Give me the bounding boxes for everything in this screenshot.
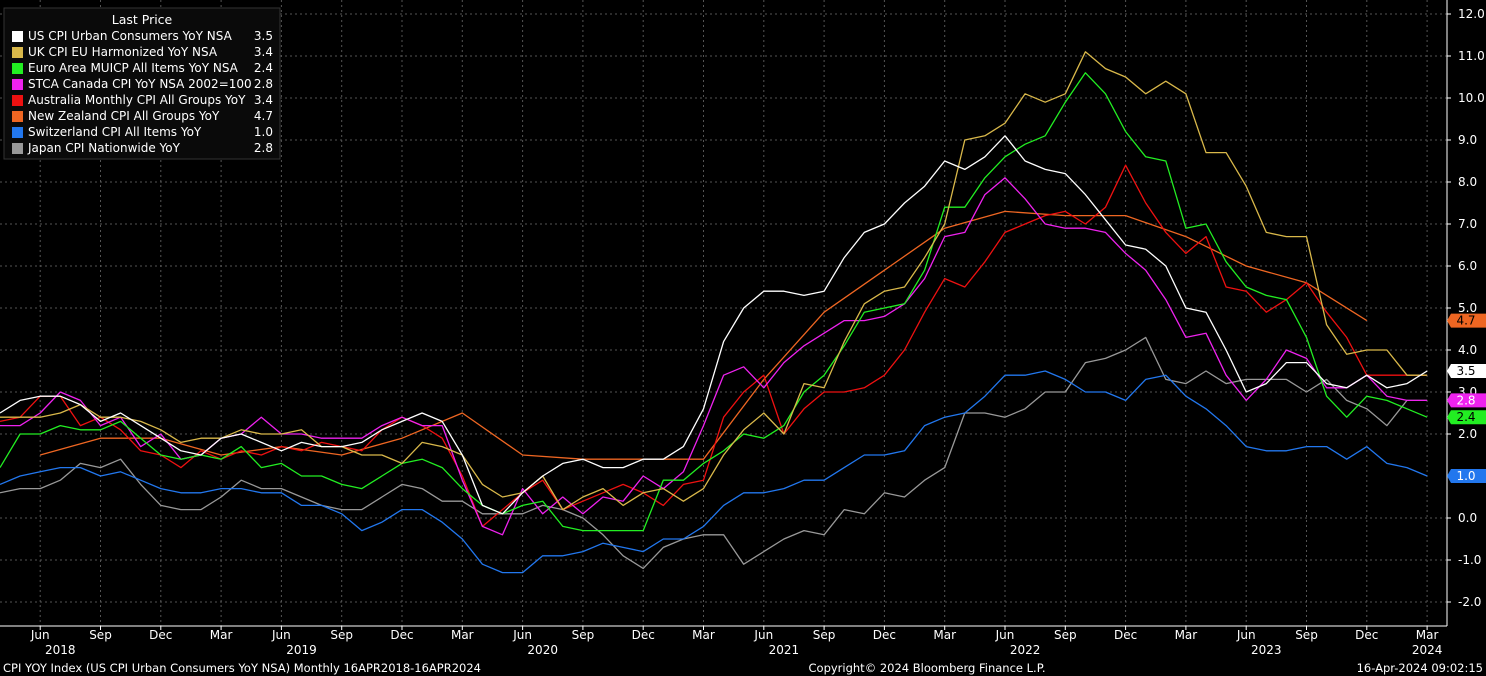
y-tick-label: 11.0 — [1458, 49, 1485, 63]
footer-index-info: CPI YOY Index (US CPI Urban Consumers Yo… — [3, 661, 481, 675]
legend-value: 2.4 — [254, 61, 273, 75]
value-badge — [1447, 393, 1486, 408]
y-tick-label: 0.0 — [1458, 511, 1477, 525]
x-tick-label: Dec — [632, 628, 655, 642]
x-tick-label: Jun — [995, 628, 1015, 642]
legend-label: Australia Monthly CPI All Groups YoY — [28, 93, 246, 107]
y-tick-label: 12.0 — [1458, 7, 1485, 21]
series-line-euro-area-muicp-all-items-yoy-nsa — [0, 72, 1428, 532]
y-tick-label: 4.0 — [1458, 343, 1477, 357]
value-badge — [1447, 469, 1486, 483]
x-tick-label: Jun — [512, 628, 532, 642]
y-tick-label: 9.0 — [1458, 133, 1477, 147]
value-badge-label: 1.0 — [1456, 469, 1475, 483]
x-axis-ticks: Jun Sep Dec Mar Jun Sep Dec Mar Jun Sep Dec Mar Jun S… — [30, 626, 1443, 657]
series-line-switzerland-cpi-all-items-yoy — [0, 370, 1428, 574]
legend-value: 3.4 — [254, 45, 273, 59]
x-tick-label: Dec — [873, 628, 896, 642]
series-layer — [0, 51, 1428, 574]
x-tick-label: Mar — [210, 628, 233, 642]
legend-label: STCA Canada CPI YoY NSA 2002=100 — [28, 77, 252, 91]
y-tick-label: 6.0 — [1458, 259, 1477, 273]
legend-swatch — [12, 111, 23, 122]
series-line-us-cpi-urban-consumers-yoy-nsa — [0, 135, 1428, 515]
series-line-new-zealand-cpi-all-groups-yoy — [40, 210, 1368, 460]
legend-value: 3.4 — [254, 93, 273, 107]
legend-swatch — [12, 31, 23, 42]
legend-header: Last Price — [112, 12, 173, 27]
value-badge — [1447, 364, 1486, 378]
x-year-label: 2018 — [45, 643, 76, 657]
x-year-label: 2022 — [1010, 643, 1041, 657]
x-tick-label: Sep — [1295, 628, 1318, 642]
value-badge-label: 2.4 — [1456, 410, 1475, 424]
y-tick-label: 5.0 — [1458, 301, 1477, 315]
x-tick-label: Dec — [149, 628, 172, 642]
x-tick-label: Jun — [1236, 628, 1256, 642]
x-tick-label: Jun — [271, 628, 291, 642]
x-year-label: 2020 — [527, 643, 558, 657]
x-tick-label: Sep — [330, 628, 353, 642]
x-tick-label: Mar — [451, 628, 474, 642]
x-tick-label: Mar — [1175, 628, 1198, 642]
legend-label: Switzerland CPI All Items YoY — [28, 125, 202, 139]
legend-label: Euro Area MUICP All Items YoY NSA — [28, 61, 239, 75]
series-line-australia-monthly-cpi-all-groups-yoy — [0, 164, 1428, 528]
legend-swatch — [12, 127, 23, 138]
x-tick-label: Dec — [1355, 628, 1378, 642]
footer-copyright: Copyright© 2024 Bloomberg Finance L.P. — [809, 661, 1046, 675]
legend-swatch — [12, 143, 23, 154]
x-tick-label: Dec — [1114, 628, 1137, 642]
y-tick-label: -1.0 — [1458, 553, 1481, 567]
value-badge-label: 4.7 — [1456, 314, 1475, 328]
legend-label: UK CPI EU Harmonized YoY NSA — [28, 45, 218, 59]
right-value-badges: 4.7 3.5 2.8 2.4 1.0 — [1447, 313, 1486, 483]
x-tick-label: Dec — [390, 628, 413, 642]
value-badge-label: 2.8 — [1456, 393, 1475, 407]
series-line-japan-cpi-nationwide-yoy — [0, 336, 1428, 570]
x-tick-label: Mar — [1416, 628, 1439, 642]
legend-swatch — [12, 47, 23, 58]
series-line-uk-cpi-eu-harmonized-yoy-nsa — [0, 51, 1428, 511]
x-year-label: 2021 — [769, 643, 800, 657]
legend-value: 4.7 — [254, 109, 273, 123]
x-tick-label: Sep — [89, 628, 112, 642]
legend-label: New Zealand CPI All Groups YoY — [28, 109, 220, 123]
x-year-label: 2023 — [1251, 643, 1282, 657]
y-tick-label: -2.0 — [1458, 595, 1481, 609]
y-axis-ticks: 12.011.010.09.08.07.06.05.04.03.02.00.0-… — [1447, 7, 1485, 609]
legend-swatch — [12, 95, 23, 106]
legend: Last Price US CPI Urban Consumers YoY NS… — [3, 7, 281, 160]
x-tick-label: Sep — [813, 628, 836, 642]
legend-box — [3, 7, 281, 160]
footer-timestamp: 16-Apr-2024 09:02:15 — [1357, 661, 1483, 675]
x-tick-label: Jun — [30, 628, 50, 642]
legend-label: US CPI Urban Consumers YoY NSA — [28, 29, 233, 43]
x-tick-label: Sep — [1054, 628, 1077, 642]
legend-value: 2.8 — [254, 141, 273, 155]
y-tick-label: 2.0 — [1458, 427, 1477, 441]
legend-swatch — [12, 79, 23, 90]
x-tick-label: Mar — [692, 628, 715, 642]
x-tick-label: Mar — [933, 628, 956, 642]
y-tick-label: 10.0 — [1458, 91, 1485, 105]
value-badge — [1447, 410, 1486, 425]
x-year-label: 2024 — [1412, 643, 1443, 657]
value-badge-label: 3.5 — [1456, 364, 1475, 378]
legend-value: 1.0 — [254, 125, 273, 139]
y-tick-label: 7.0 — [1458, 217, 1477, 231]
legend-value: 2.8 — [254, 77, 273, 91]
x-year-label: 2019 — [286, 643, 317, 657]
x-tick-label: Jun — [753, 628, 773, 642]
legend-label: Japan CPI Nationwide YoY — [27, 141, 181, 155]
legend-value: 3.5 — [254, 29, 273, 43]
y-tick-label: 8.0 — [1458, 175, 1477, 189]
legend-swatch — [12, 63, 23, 74]
value-badge — [1447, 313, 1486, 328]
x-tick-label: Sep — [572, 628, 595, 642]
legend-items: US CPI Urban Consumers YoY NSA 3.5 UK CPI … — [12, 29, 273, 155]
